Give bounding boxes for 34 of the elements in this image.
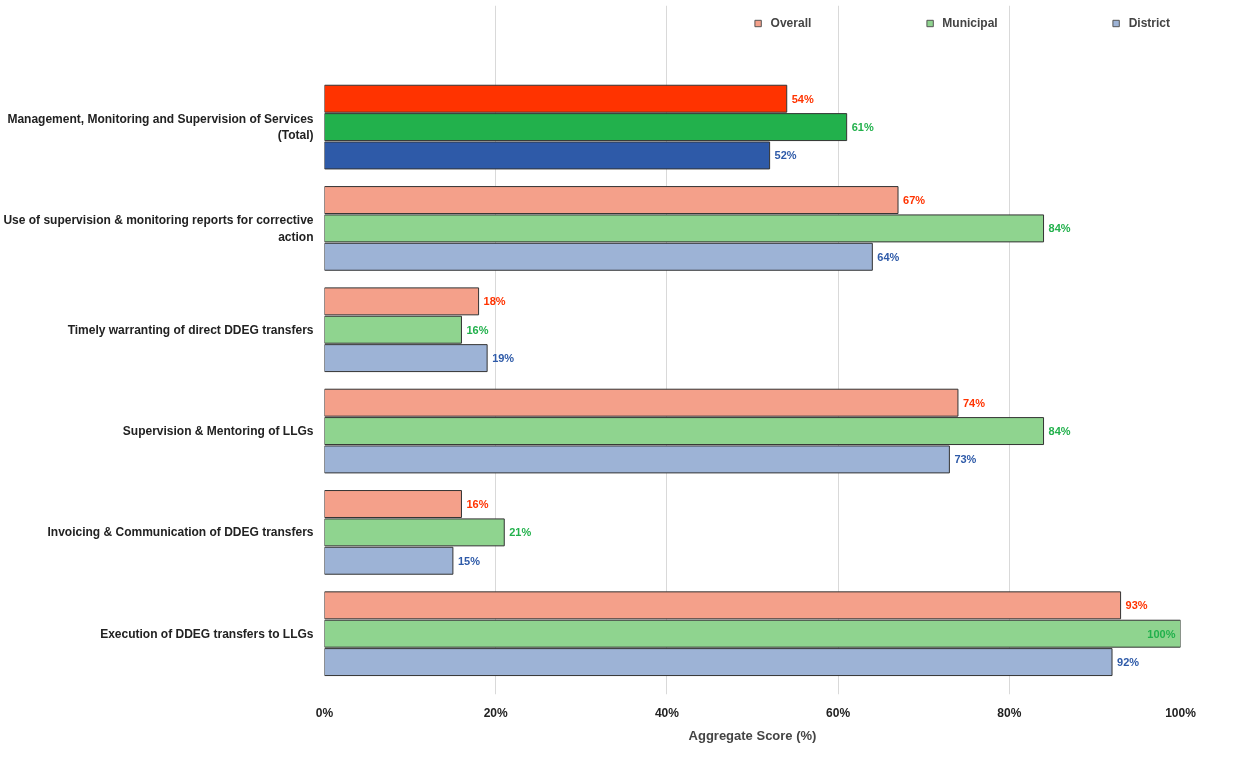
data-label: 73%	[954, 453, 977, 466]
legend-label: Overall	[770, 16, 812, 30]
x-tick-label: 80%	[997, 705, 1022, 720]
data-label: 74%	[962, 396, 986, 409]
data-label: 19%	[492, 352, 515, 365]
x-tick-label: 40%	[654, 705, 680, 720]
y-tick-label: Supervision & Mentoring of LLGs	[122, 424, 314, 439]
data-label: 84%	[1048, 425, 1071, 438]
data-label: 84%	[1048, 222, 1071, 235]
data-label: 16%	[466, 498, 489, 511]
data-label: 64%	[877, 250, 900, 263]
data-label: 52%	[774, 149, 797, 162]
data-label: 54%	[791, 92, 814, 105]
y-tick-label: Invoicing & Communication of DDEG transfers	[47, 525, 314, 540]
x-tick-label: 20%	[483, 705, 509, 720]
y-tick-label: Management, Monitoring and Supervision of Services (Total)	[7, 111, 314, 143]
x-tick-label: 0%	[315, 705, 334, 720]
legend-label: Municipal	[942, 16, 998, 30]
data-label: 93%	[1125, 599, 1148, 612]
data-label: 18%	[483, 295, 506, 308]
data-label: 67%	[903, 194, 926, 207]
legend-label: District	[1128, 16, 1170, 30]
data-label: 61%	[851, 121, 874, 134]
x-tick-label: 60%	[826, 705, 851, 720]
y-tick-label: Timely warranting of direct DDEG transfers	[67, 322, 314, 337]
data-label: 21%	[509, 526, 532, 539]
x-axis-title: Aggregate Score (%)	[688, 727, 817, 743]
data-label: 92%	[1117, 656, 1140, 669]
data-label: 100%	[1147, 627, 1176, 640]
x-tick-label: 100%	[1165, 705, 1197, 720]
y-tick-label: Execution of DDEG transfers to LLGs	[100, 626, 314, 641]
data-label: 16%	[466, 323, 489, 336]
y-tick-label: Use of supervision & monitoring reports for corrective action	[3, 213, 314, 244]
data-label: 15%	[457, 554, 481, 567]
